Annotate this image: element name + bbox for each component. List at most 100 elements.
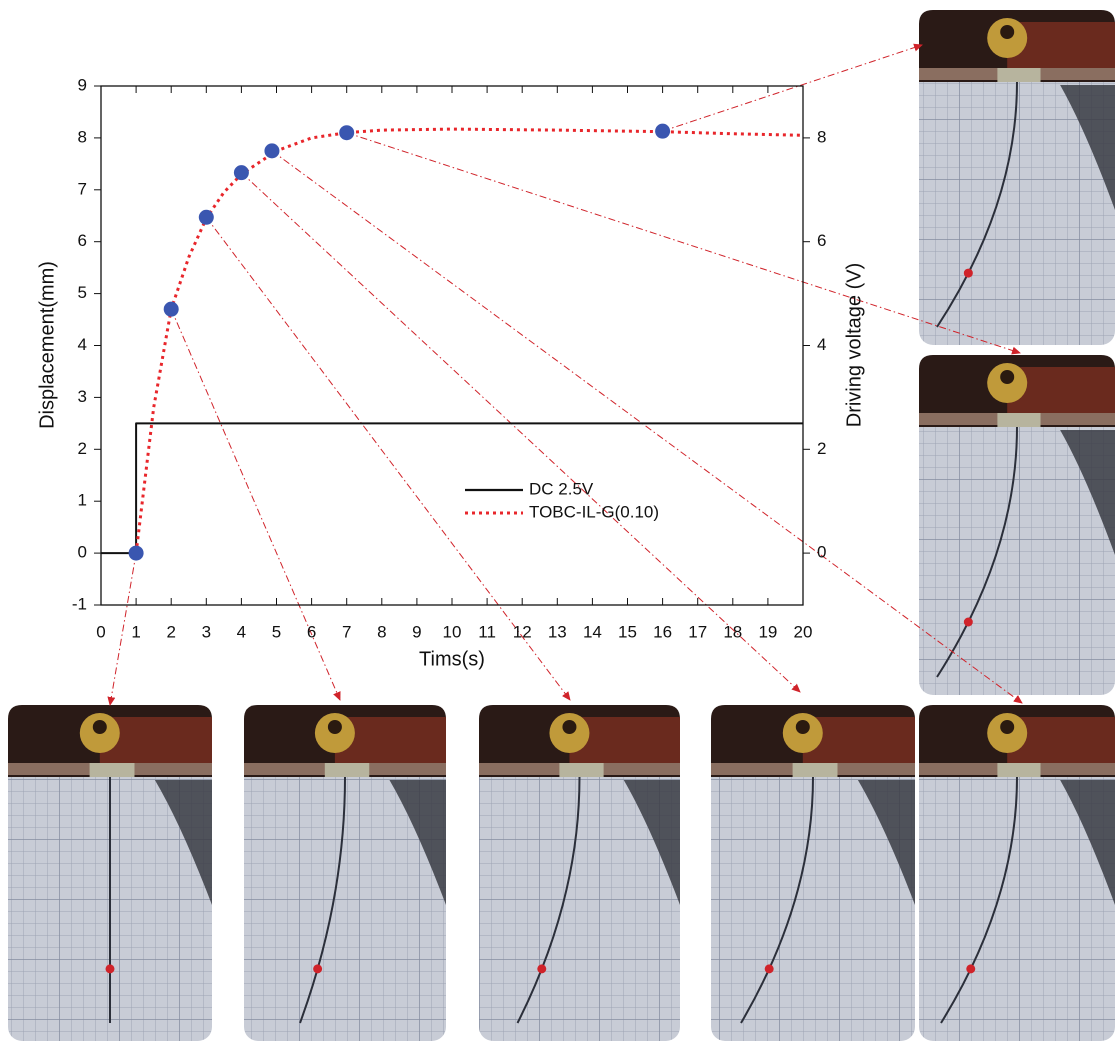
- y2-tick-label: 4: [817, 335, 826, 354]
- line: [134, 127, 803, 554]
- x-tick-label: 13: [548, 622, 567, 641]
- x-tick-label: 1: [131, 622, 140, 641]
- y-tick-label: -1: [72, 594, 87, 613]
- y-tick-label: 5: [78, 283, 87, 302]
- photo-clip: [324, 763, 370, 777]
- photo-clip: [997, 763, 1041, 777]
- photo-screw-hole: [562, 720, 577, 734]
- photo: [8, 705, 212, 1041]
- point: [233, 165, 249, 181]
- photo-bar: [334, 717, 446, 767]
- photo-clip: [89, 763, 135, 777]
- point: [339, 125, 355, 141]
- photo-screw-hole: [1000, 720, 1015, 734]
- point: [264, 143, 280, 159]
- photo: [244, 705, 446, 1041]
- y-tick-label: 6: [78, 231, 87, 250]
- x-tick-label: 17: [688, 622, 707, 641]
- y-axis-title: Displacement(mm): [36, 261, 58, 429]
- y-tick-label: 8: [78, 127, 87, 146]
- y-tick-label: 0: [78, 543, 87, 562]
- callout-arrow: [241, 172, 801, 693]
- line: [101, 422, 803, 555]
- photo-beam: [740, 776, 814, 1024]
- callout-arrow: [107, 553, 137, 706]
- point: [163, 301, 179, 317]
- x-tick-label: 3: [202, 622, 211, 641]
- photo-screw-hole: [1000, 370, 1015, 384]
- photo-beam: [516, 776, 581, 1024]
- x-tick-label: 18: [723, 622, 742, 641]
- photo-clip: [559, 763, 604, 777]
- arrows: [107, 43, 1023, 706]
- photo-dot: [537, 964, 547, 974]
- point: [198, 209, 214, 225]
- photo-dot: [313, 964, 323, 974]
- x-tick-label: 4: [237, 622, 246, 641]
- photo-shadow: [1060, 85, 1115, 210]
- x-axis-title: Tims(s): [419, 648, 485, 670]
- x-tick-label: 9: [412, 622, 421, 641]
- point: [655, 123, 671, 139]
- photo-dot: [963, 268, 973, 278]
- photo-screw-hole: [327, 720, 342, 734]
- series: [101, 127, 803, 555]
- photo-beam: [299, 776, 346, 1024]
- photo: [479, 705, 680, 1041]
- plot-frame: [100, 85, 804, 606]
- callout-arrow: [346, 132, 1021, 355]
- point: [128, 545, 144, 561]
- photo: [919, 355, 1115, 695]
- photo-shadow: [389, 780, 446, 905]
- plot: 0 1 2 3 4 5 6 7 8 9 10 11 12 13 14 15 16 17 18 19 20-1012345…: [72, 75, 827, 641]
- callout-arrow: [662, 43, 923, 132]
- photo-shadow: [857, 780, 915, 905]
- y-tick-label: 9: [78, 75, 87, 94]
- y2-tick-label: 0: [817, 543, 826, 562]
- x-tick-label: 6: [307, 622, 316, 641]
- photo-beam: [936, 81, 1018, 328]
- callout-arrow: [271, 150, 1023, 704]
- x-tick-label: 8: [377, 622, 386, 641]
- photo-dot: [966, 964, 976, 974]
- photo-screw-hole: [92, 720, 107, 734]
- photo-beam: [936, 426, 1018, 678]
- photo-bar: [99, 717, 212, 767]
- y-tick-label: 4: [78, 335, 87, 354]
- photo-beam: [940, 776, 1018, 1024]
- photo-dot: [764, 964, 774, 974]
- y2-axis-title: Driving voltage (V): [843, 263, 865, 428]
- legend-label: TOBC-IL-G(0.10): [529, 502, 659, 521]
- x-tick-label: 19: [758, 622, 777, 641]
- x-tick-label: 20: [794, 622, 813, 641]
- photo-screw-hole: [1000, 25, 1015, 39]
- photos: [8, 10, 1115, 1041]
- x-tick-label: 5: [272, 622, 281, 641]
- photo-screw-hole: [795, 720, 810, 734]
- x-tick-label: 16: [653, 622, 672, 641]
- photo-clip: [997, 68, 1041, 82]
- x-tick-label: 2: [166, 622, 175, 641]
- y2-tick-label: 6: [817, 231, 826, 250]
- photo-shadow: [154, 780, 212, 905]
- y-tick-label: 2: [78, 439, 87, 458]
- x-tick-label: 14: [583, 622, 602, 641]
- photo-dot: [963, 617, 973, 627]
- photo-bar: [802, 717, 915, 767]
- photo-shadow: [1060, 780, 1115, 905]
- photo: [919, 10, 1115, 345]
- photo: [711, 705, 915, 1041]
- x-tick-label: 12: [513, 622, 532, 641]
- photo: [919, 705, 1115, 1041]
- callout-arrow: [205, 217, 571, 701]
- x-tick-label: 10: [443, 622, 462, 641]
- photo-shadow: [623, 780, 680, 905]
- photo-clip: [792, 763, 838, 777]
- x-tick-label: 15: [618, 622, 637, 641]
- y-tick-label: 3: [78, 387, 87, 406]
- y2-tick-label: 2: [817, 439, 826, 458]
- photo-dot: [105, 964, 115, 974]
- y-tick-label: 1: [78, 491, 87, 510]
- y-tick-label: 7: [78, 179, 87, 198]
